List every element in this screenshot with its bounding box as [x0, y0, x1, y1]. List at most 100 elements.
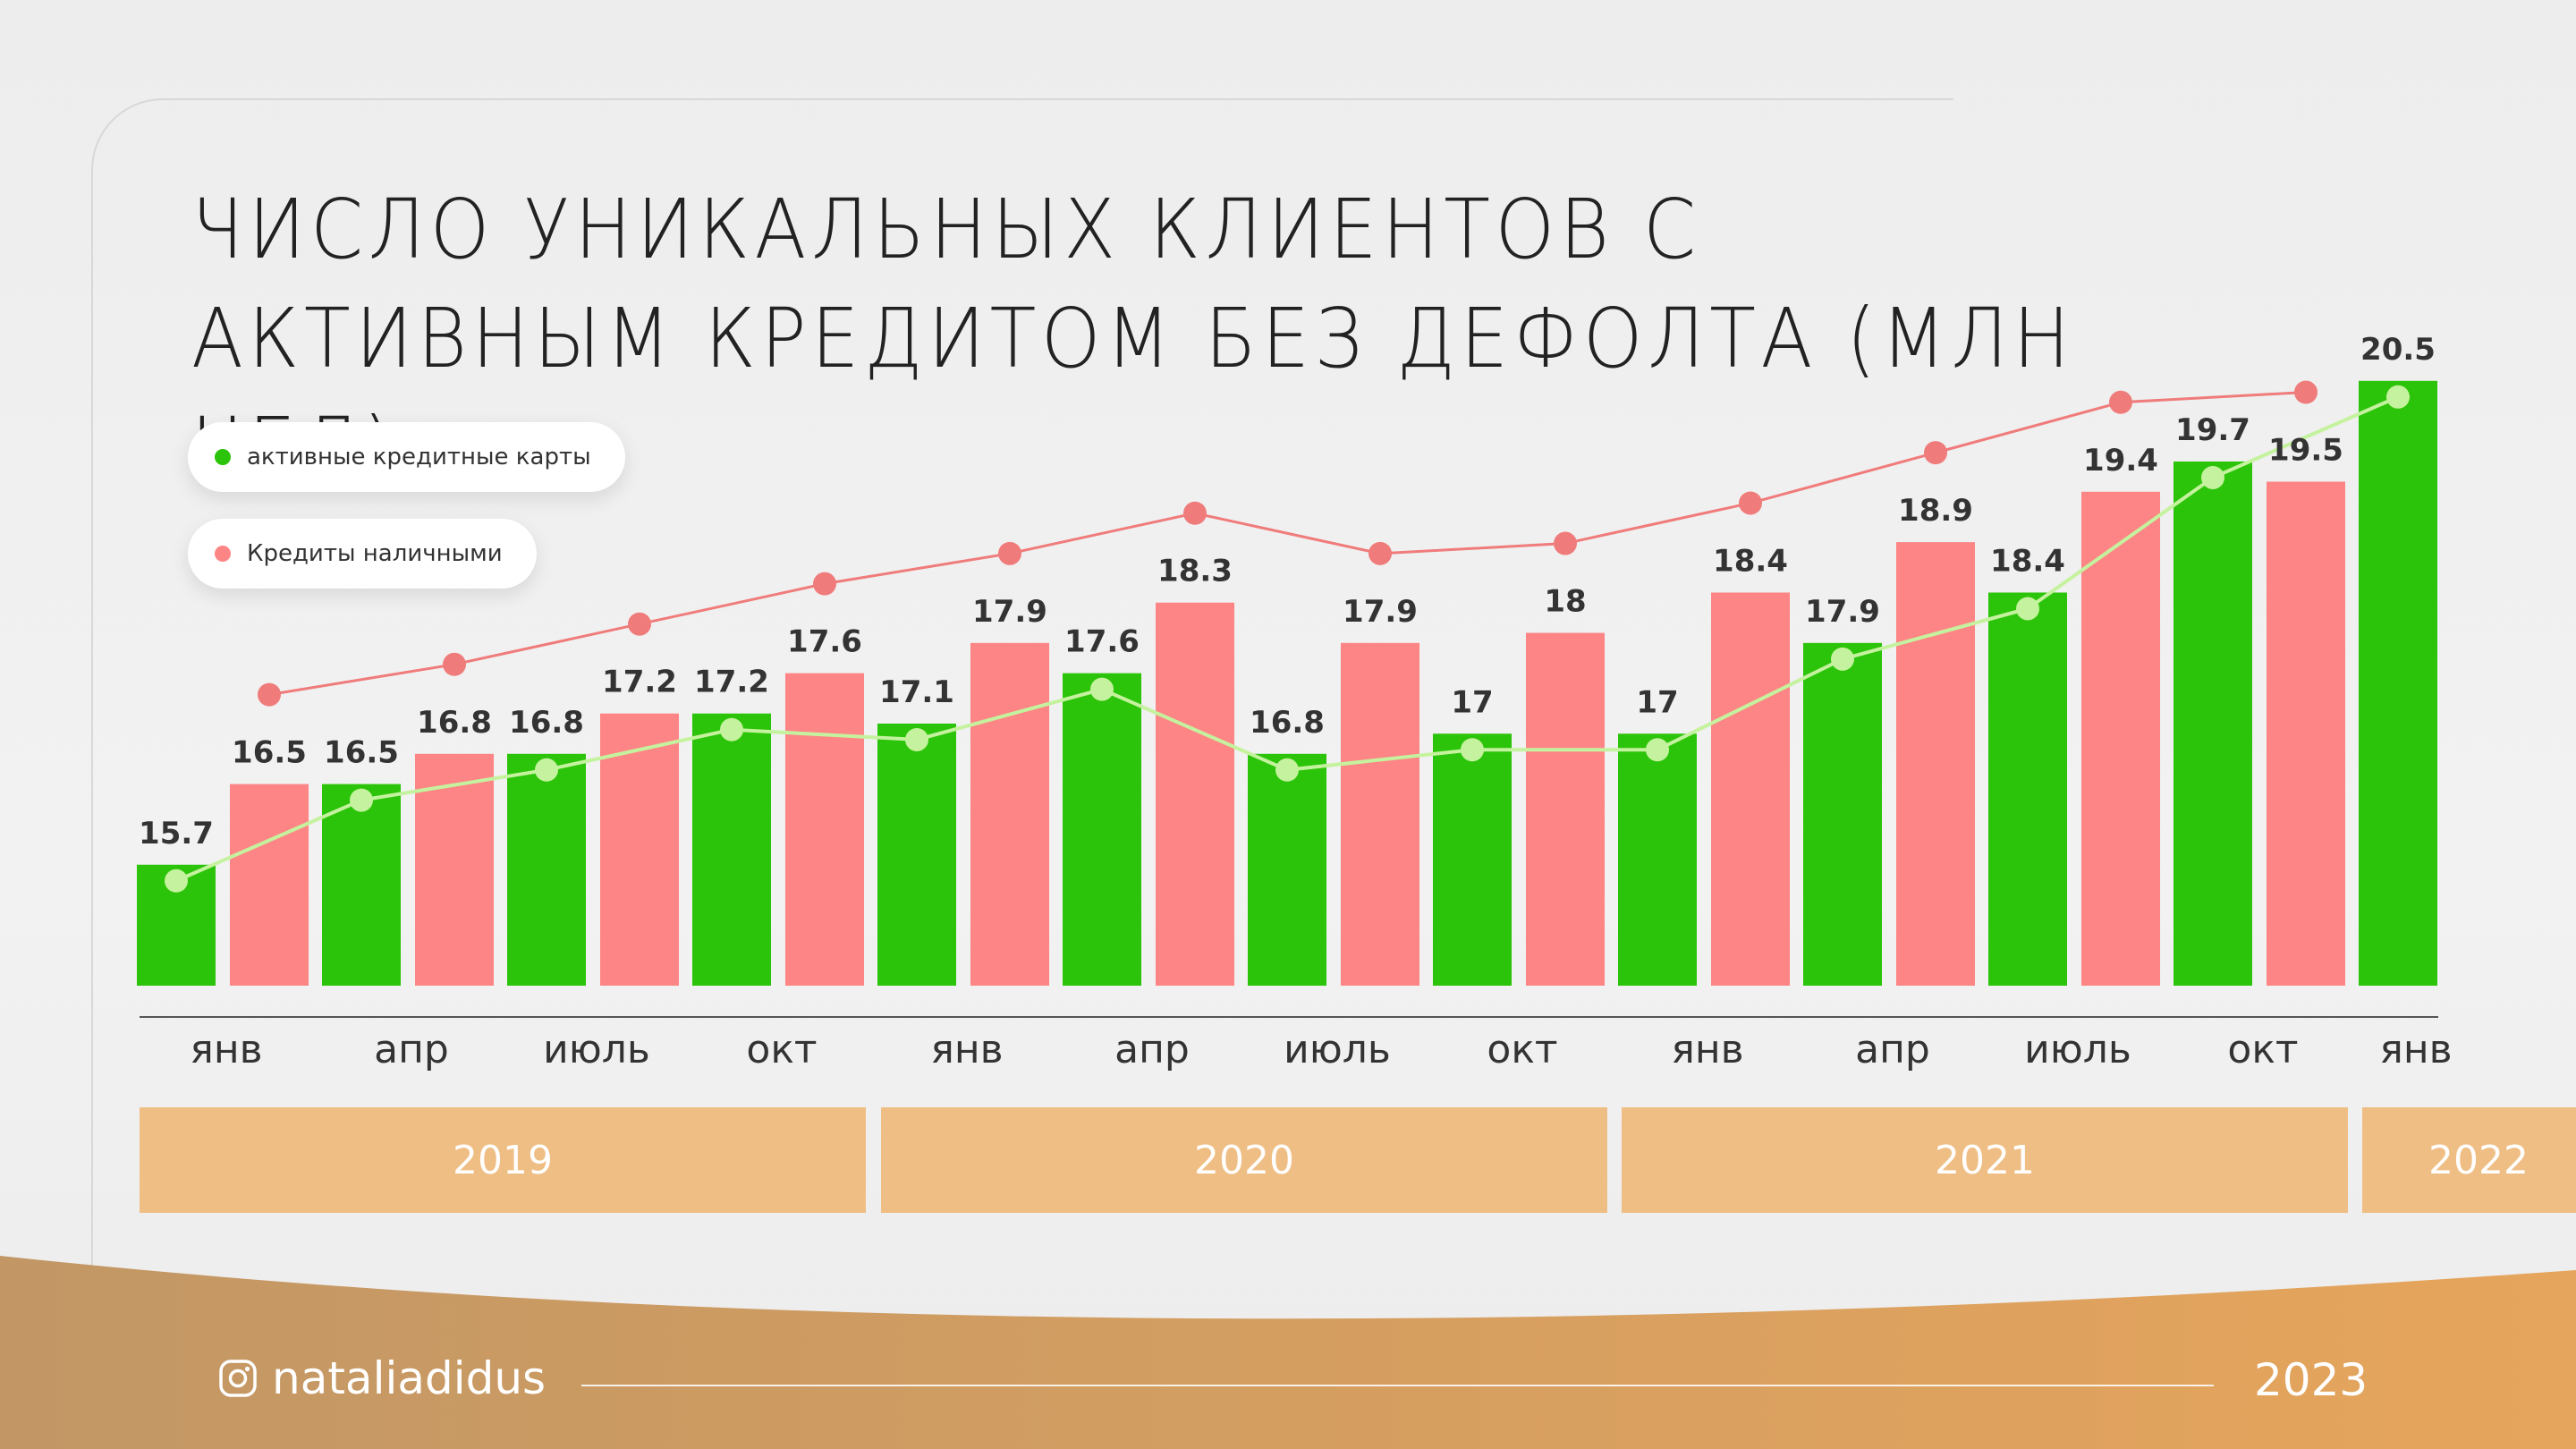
point-credit-cards: [350, 788, 373, 812]
x-tick-label: окт: [2227, 1027, 2299, 1072]
year-band-2022: 2022: [2362, 1107, 2576, 1213]
footer-divider: [581, 1385, 2214, 1386]
point-cash-loans: [1924, 441, 1947, 465]
point-cash-loans: [1368, 541, 1392, 565]
bar-cash-loans: [415, 753, 494, 986]
point-cash-loans: [2294, 380, 2318, 404]
bar-cash-loans: [1526, 632, 1605, 986]
point-credit-cards: [1646, 738, 1669, 762]
point-credit-cards: [720, 717, 743, 741]
x-tick-label: янв: [190, 1027, 263, 1072]
data-label-cash-loans: 18.3: [1157, 554, 1233, 589]
data-label-cash-loans: 19.4: [2083, 443, 2158, 479]
data-label-credit-cards: 18.4: [1990, 543, 2065, 579]
x-tick-label: окт: [746, 1027, 818, 1072]
legend-item-credit-cards: активные кредитные карты: [188, 422, 625, 492]
data-label-credit-cards: 19.7: [2175, 412, 2250, 448]
bar-credit-cards: [1063, 673, 1141, 986]
point-cash-loans: [628, 612, 651, 636]
legend-item-cash-loans: Кредиты наличными: [188, 519, 537, 589]
bar-cash-loans: [970, 642, 1049, 986]
data-label-credit-cards: 17.2: [694, 665, 769, 700]
bar-credit-cards: [507, 753, 586, 986]
footer-handle[interactable]: nataliadidus: [218, 1352, 546, 1404]
data-label-credit-cards: 15.7: [139, 816, 214, 852]
point-cash-loans: [1183, 501, 1207, 525]
x-tick-label: апр: [1855, 1027, 1930, 1072]
point-credit-cards: [2386, 385, 2410, 409]
x-tick-label: окт: [1487, 1027, 1558, 1072]
point-cash-loans: [2109, 390, 2132, 414]
x-tick-label: июль: [2024, 1027, 2131, 1072]
chart-title: Число уникальных клиентов с активным кре…: [191, 182, 2075, 496]
bar-credit-cards: [1988, 592, 2067, 986]
data-label-credit-cards: 17.9: [1805, 594, 1880, 630]
data-label-credit-cards: 17: [1451, 684, 1493, 720]
data-label-credit-cards: 16.8: [1250, 705, 1325, 741]
x-axis-line: [140, 1016, 2438, 1018]
footer-year: 2023: [2254, 1354, 2368, 1406]
chart-card: [91, 98, 1953, 1335]
year-band-2019: 2019: [140, 1107, 866, 1213]
point-cash-loans: [443, 652, 466, 676]
x-tick-label: янв: [2379, 1027, 2453, 1072]
point-cash-loans: [813, 572, 836, 596]
bar-cash-loans: [2267, 481, 2345, 986]
bar-cash-loans: [1341, 642, 1419, 986]
bar-cash-loans: [1896, 542, 1975, 986]
point-credit-cards: [2016, 597, 2039, 621]
bar-credit-cards: [1433, 733, 1512, 986]
bar-credit-cards: [692, 713, 771, 986]
point-credit-cards: [1275, 758, 1299, 782]
data-label-cash-loans: 16.5: [232, 735, 307, 771]
bar-credit-cards: [877, 723, 956, 986]
point-credit-cards: [1090, 677, 1114, 701]
x-tick-label: янв: [930, 1027, 1004, 1072]
data-label-credit-cards: 20.5: [2360, 332, 2436, 368]
bar-cash-loans: [785, 673, 864, 986]
bar-credit-cards: [322, 784, 401, 986]
data-label-cash-loans: 17.9: [1343, 594, 1418, 630]
legend-dot-credit-cards: [215, 449, 231, 465]
point-cash-loans: [998, 541, 1021, 565]
x-tick-label: апр: [1114, 1027, 1190, 1072]
bar-credit-cards: [1248, 753, 1326, 986]
data-label-cash-loans: 18.9: [1898, 493, 1973, 529]
data-label-cash-loans: 17.2: [602, 665, 677, 700]
bar-cash-loans: [230, 784, 309, 986]
bar-credit-cards: [1618, 733, 1697, 986]
bar-credit-cards: [1803, 642, 1882, 986]
bar-cash-loans: [1711, 592, 1790, 986]
footer-band: [0, 1256, 2576, 1449]
bar-cash-loans: [2081, 491, 2160, 986]
point-credit-cards: [2201, 465, 2224, 489]
point-credit-cards: [165, 869, 188, 893]
legend-label-cash-loans: Кредиты наличными: [247, 540, 503, 567]
bar-credit-cards: [2174, 461, 2252, 986]
data-label-credit-cards: 16.8: [509, 705, 584, 741]
point-cash-loans: [1739, 491, 1762, 515]
data-label-cash-loans: 19.5: [2268, 433, 2343, 469]
data-label-cash-loans: 17.6: [787, 624, 862, 660]
x-tick-label: июль: [1284, 1027, 1391, 1072]
x-tick-label: янв: [1671, 1027, 1744, 1072]
point-credit-cards: [1831, 647, 1854, 671]
legend-dot-cash-loans: [215, 546, 231, 562]
point-credit-cards: [905, 727, 928, 751]
bar-cash-loans: [1156, 602, 1234, 986]
x-tick-label: апр: [374, 1027, 449, 1072]
line-cash-loans: [268, 391, 2307, 697]
data-label-credit-cards: 17.6: [1064, 624, 1140, 660]
x-tick-label: июль: [543, 1027, 650, 1072]
bar-cash-loans: [600, 713, 679, 986]
point-credit-cards: [535, 758, 558, 782]
data-label-cash-loans: 18: [1544, 584, 1586, 620]
legend-label-credit-cards: активные кредитные карты: [247, 444, 591, 470]
year-band-2020: 2020: [881, 1107, 1607, 1213]
data-label-cash-loans: 16.8: [417, 705, 492, 741]
data-label-credit-cards: 17.1: [879, 674, 954, 710]
point-cash-loans: [258, 682, 281, 707]
point-credit-cards: [1461, 738, 1484, 762]
year-band-2021: 2021: [1622, 1107, 2348, 1213]
